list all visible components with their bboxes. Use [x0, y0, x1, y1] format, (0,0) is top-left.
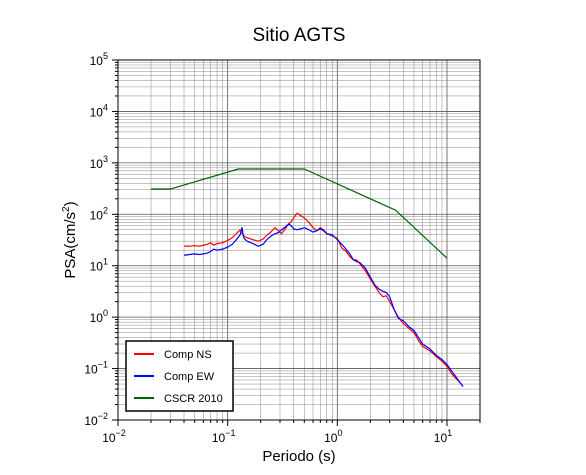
y-tick-label: 101	[90, 257, 108, 274]
chart-title: Sitio AGTS	[253, 25, 346, 46]
y-tick-label: 10−2	[84, 411, 108, 428]
x-axis-label: Periodo (s)	[262, 448, 335, 465]
series-layer	[151, 168, 464, 387]
legend-label: CSCR 2010	[164, 393, 223, 405]
x-tick-label: 10−1	[212, 428, 236, 445]
y-tick-label: 102	[90, 205, 108, 222]
series-line-cscr-2010	[151, 168, 448, 259]
y-axis-label-base: PSA(cm/s	[62, 212, 79, 279]
plot-frame	[117, 59, 481, 421]
y-tick-labels: 10−2 10−1 100 101 102 103 104 105	[84, 51, 108, 428]
x-tick-label: 101	[434, 428, 452, 445]
y-tick-label: 10−1	[84, 360, 108, 377]
x-tick-label: 10−2	[102, 428, 126, 445]
y-tick-label: 100	[90, 308, 108, 325]
y-tick-label: 104	[90, 102, 108, 119]
x-tick-labels: 10−2 10−1 100 101	[102, 428, 452, 445]
series-line-comp-ew	[183, 223, 464, 387]
legend-label: Comp EW	[164, 371, 215, 383]
legend-label: Comp NS	[164, 349, 212, 361]
y-axis-label-end: )	[62, 201, 79, 206]
y-axis-label: PSA(cm/s2)	[61, 201, 79, 278]
legend: Comp NS Comp EW CSCR 2010	[125, 340, 234, 412]
axis-ticks	[112, 59, 481, 426]
grid-lines	[117, 59, 481, 421]
y-tick-label: 103	[90, 154, 108, 171]
y-axis-label-superscript: 2	[61, 206, 72, 212]
x-tick-label: 100	[324, 428, 342, 445]
y-tick-label: 105	[90, 51, 108, 68]
